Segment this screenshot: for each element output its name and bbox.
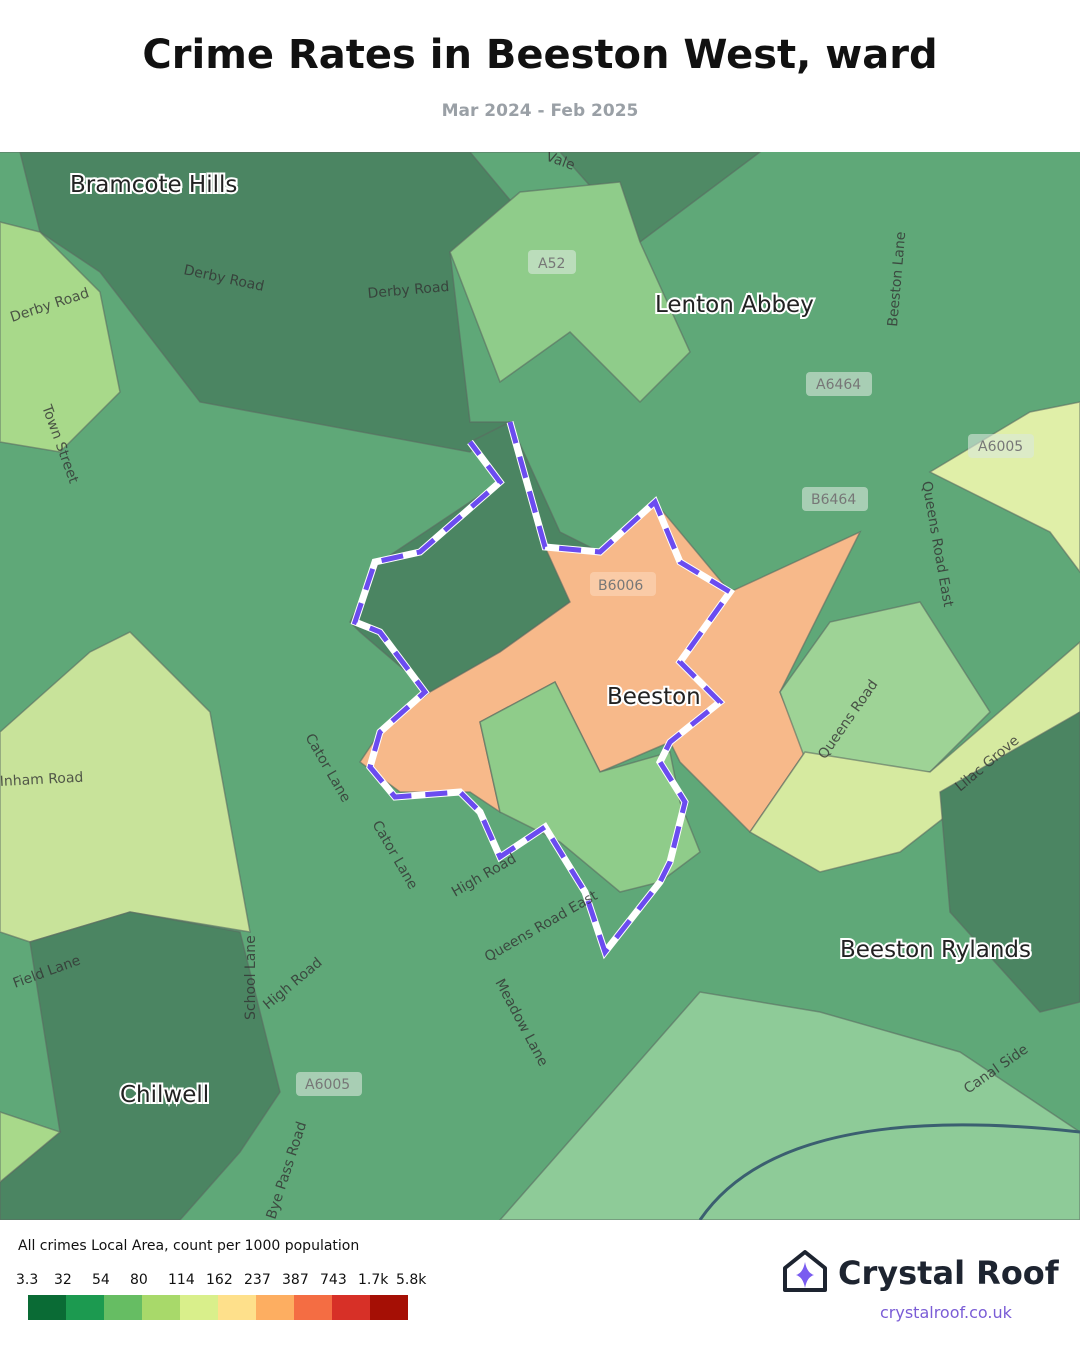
- legend-tick: 387: [282, 1272, 309, 1288]
- place-label: Lenton Abbey: [655, 292, 814, 318]
- river: [698, 1123, 1080, 1220]
- legend-tick: 1.7k: [358, 1272, 389, 1288]
- legend-title: All crimes Local Area, count per 1000 po…: [18, 1238, 360, 1254]
- house-crystal-icon: [783, 1250, 827, 1292]
- legend-tick: 114: [168, 1272, 195, 1288]
- ward-boundary[interactable]: [351, 421, 734, 958]
- date-range: Mar 2024 - Feb 2025: [441, 101, 639, 121]
- area-west-light[interactable]: [0, 221, 121, 453]
- legend-color-scale: [28, 1295, 408, 1320]
- area-a52-light[interactable]: [449, 181, 691, 404]
- legend-swatch: [66, 1295, 104, 1320]
- area-south-river[interactable]: [499, 991, 1080, 1220]
- road-label: Inham Road: [0, 770, 84, 790]
- legend-swatch: [180, 1295, 218, 1320]
- road-label: School Lane: [243, 935, 259, 1020]
- road-label: Derby Road: [367, 279, 450, 302]
- legend-tick: 3.3: [16, 1272, 39, 1288]
- legend-tick: 80: [130, 1272, 148, 1288]
- area-northeast-yellow[interactable]: [928, 401, 1080, 574]
- legend-swatch: [104, 1295, 142, 1320]
- brand-name: Crystal Roof: [838, 1254, 1059, 1292]
- svg-text:B6464: B6464: [811, 492, 856, 508]
- legend-swatch: [218, 1295, 256, 1320]
- svg-text:A6005: A6005: [305, 1077, 350, 1093]
- area-southwest-light[interactable]: [0, 1111, 62, 1183]
- brand-url[interactable]: crystalroof.co.uk: [880, 1303, 1012, 1322]
- legend-swatch: [294, 1295, 332, 1320]
- road-shields: A52 A6464 A6005 B6464 B6006 A6005: [296, 250, 1034, 1096]
- legend-tick: 54: [92, 1272, 110, 1288]
- legend-tick: 743: [320, 1272, 347, 1288]
- place-label: Beeston: [607, 684, 701, 710]
- crime-map[interactable]: Bramcote Hills Lenton Abbey Beeston Bees…: [0, 152, 1080, 1220]
- legend-swatch: [142, 1295, 180, 1320]
- svg-text:A52: A52: [538, 256, 565, 272]
- area-east-yellow[interactable]: [748, 641, 1080, 873]
- place-label: Beeston Rylands: [840, 937, 1031, 963]
- place-label: Chilwell: [120, 1082, 209, 1108]
- area-rylands-dark[interactable]: [939, 711, 1080, 1013]
- legend-swatch: [256, 1295, 294, 1320]
- legend-tick: 5.8k: [396, 1272, 427, 1288]
- place-label: Bramcote Hills: [70, 172, 237, 198]
- svg-text:B6006: B6006: [598, 578, 643, 594]
- legend-swatch: [370, 1295, 408, 1320]
- legend-tick: 237: [244, 1272, 271, 1288]
- area-west-yellow[interactable]: [0, 631, 251, 943]
- legend-swatch: [332, 1295, 370, 1320]
- legend-swatch: [28, 1295, 66, 1320]
- svg-text:A6464: A6464: [816, 377, 861, 393]
- brand-logo[interactable]: Crystal Roof: [780, 1248, 1059, 1298]
- svg-text:A6005: A6005: [978, 439, 1023, 455]
- legend-tick: 32: [54, 1272, 72, 1288]
- legend-tick: 162: [206, 1272, 233, 1288]
- legend-ticks: 3.3 32 54 80 114 162 237 387 743 1.7k 5.…: [16, 1272, 434, 1288]
- page-title: Crime Rates in Beeston West, ward: [142, 32, 938, 78]
